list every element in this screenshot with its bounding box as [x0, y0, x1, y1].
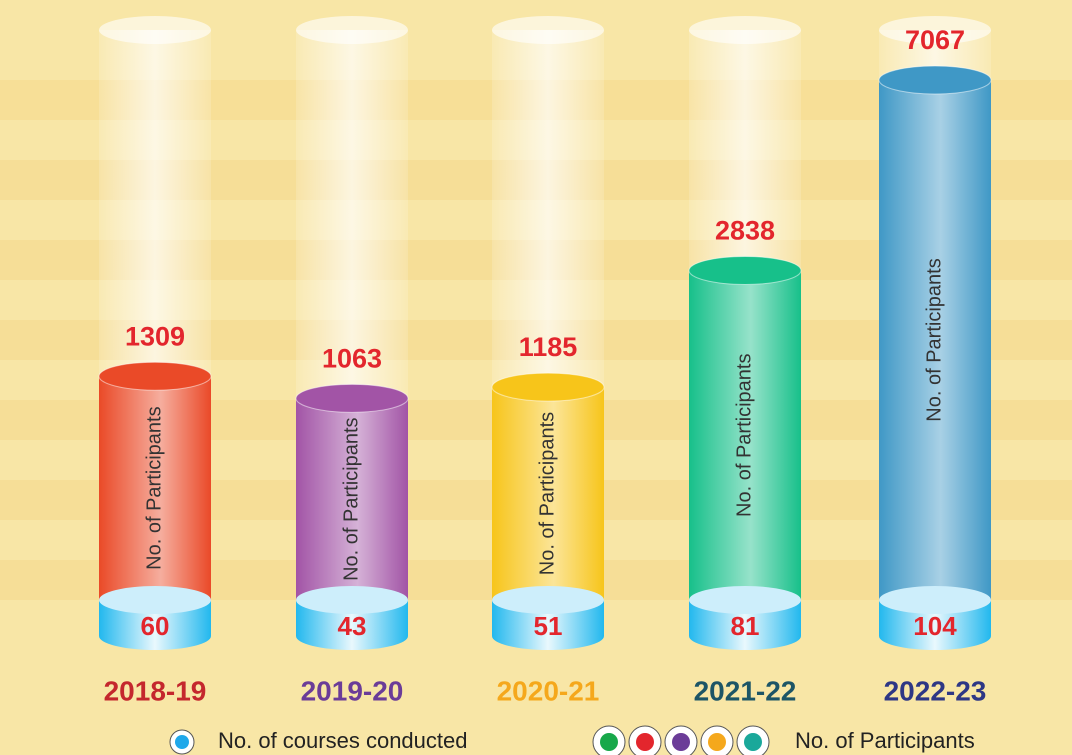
bar-top: [492, 373, 604, 401]
value-label: 7067: [905, 25, 965, 55]
legend-label: No. of courses conducted: [218, 728, 467, 753]
legend-dot: [744, 733, 762, 751]
chart: 1309 No. of Participants 60 2018-19 1063 No. …: [0, 0, 1072, 755]
course-top: [689, 586, 801, 614]
ghost-top: [99, 16, 211, 44]
legend-dot: [636, 733, 654, 751]
bar-top: [296, 384, 408, 412]
category-label: 2021-22: [694, 675, 797, 706]
course-label: 60: [141, 611, 170, 641]
legend-dot: [600, 733, 618, 751]
ghost-top: [296, 16, 408, 44]
bar-top: [689, 256, 801, 284]
ghost-top: [689, 16, 801, 44]
legend-label: No. of Participants: [795, 728, 975, 753]
category-label: 2019-20: [301, 675, 404, 706]
page: {"chart_data": {"type": "bar", "categori…: [0, 0, 1072, 755]
bar-top: [879, 66, 991, 94]
course-label: 43: [338, 611, 367, 641]
category-label: 2022-23: [884, 675, 987, 706]
legend-dot: [672, 733, 690, 751]
bar-top: [99, 362, 211, 390]
value-label: 1185: [519, 332, 578, 362]
course-top: [492, 586, 604, 614]
bar-label: No. of Participants: [143, 406, 165, 569]
course-label: 81: [731, 611, 760, 641]
bar-label: No. of Participants: [340, 417, 362, 580]
bar-label: No. of Participants: [923, 258, 945, 421]
course-top: [296, 586, 408, 614]
legend-dot: [708, 733, 726, 751]
ghost-top: [492, 16, 604, 44]
bar-label: No. of Participants: [536, 412, 558, 575]
value-label: 1063: [322, 343, 382, 373]
legend-dot: [175, 735, 189, 749]
course-label: 51: [534, 611, 563, 641]
course-top: [99, 586, 211, 614]
course-label: 104: [913, 611, 957, 641]
course-top: [879, 586, 991, 614]
value-label: 2838: [715, 216, 775, 246]
category-label: 2020-21: [497, 675, 600, 706]
value-label: 1309: [125, 321, 185, 351]
bar-label: No. of Participants: [733, 354, 755, 517]
category-label: 2018-19: [104, 675, 207, 706]
